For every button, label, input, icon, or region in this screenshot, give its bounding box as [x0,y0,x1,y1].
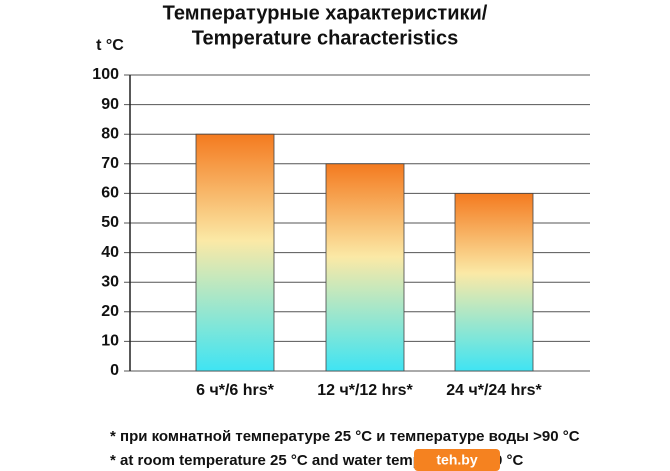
watermark-bg [414,449,500,471]
y-tick-label: 40 [101,244,119,261]
watermark: teh.by [414,449,500,471]
x-tick-label: 6 ч*/6 hrs* [196,382,275,399]
bar [195,133,275,372]
y-tick-label: 80 [101,125,119,142]
y-tick-label: 90 [101,96,119,113]
x-tick-label: 12 ч*/12 hrs* [317,382,413,399]
y-axis-label: t °C [96,37,124,54]
y-tick-label: 60 [101,185,119,202]
y-tick-label: 70 [101,155,119,172]
y-tick-label: 30 [101,273,119,290]
y-tick-label: 100 [92,66,119,83]
y-tick-label: 20 [101,303,119,320]
bar [325,163,405,372]
watermark-text: teh.by [436,452,477,468]
y-tick-label: 50 [101,214,119,231]
chart-title: Температурные характеристики/ [163,2,488,24]
y-tick-label: 0 [110,362,119,379]
chart-title: Temperature characteristics [192,27,458,49]
x-tick-label: 24 ч*/24 hrs* [446,382,542,399]
y-tick-label: 10 [101,333,119,350]
footnote: * при комнатной температуре 25 °С и темп… [110,428,580,445]
bar [454,192,534,372]
